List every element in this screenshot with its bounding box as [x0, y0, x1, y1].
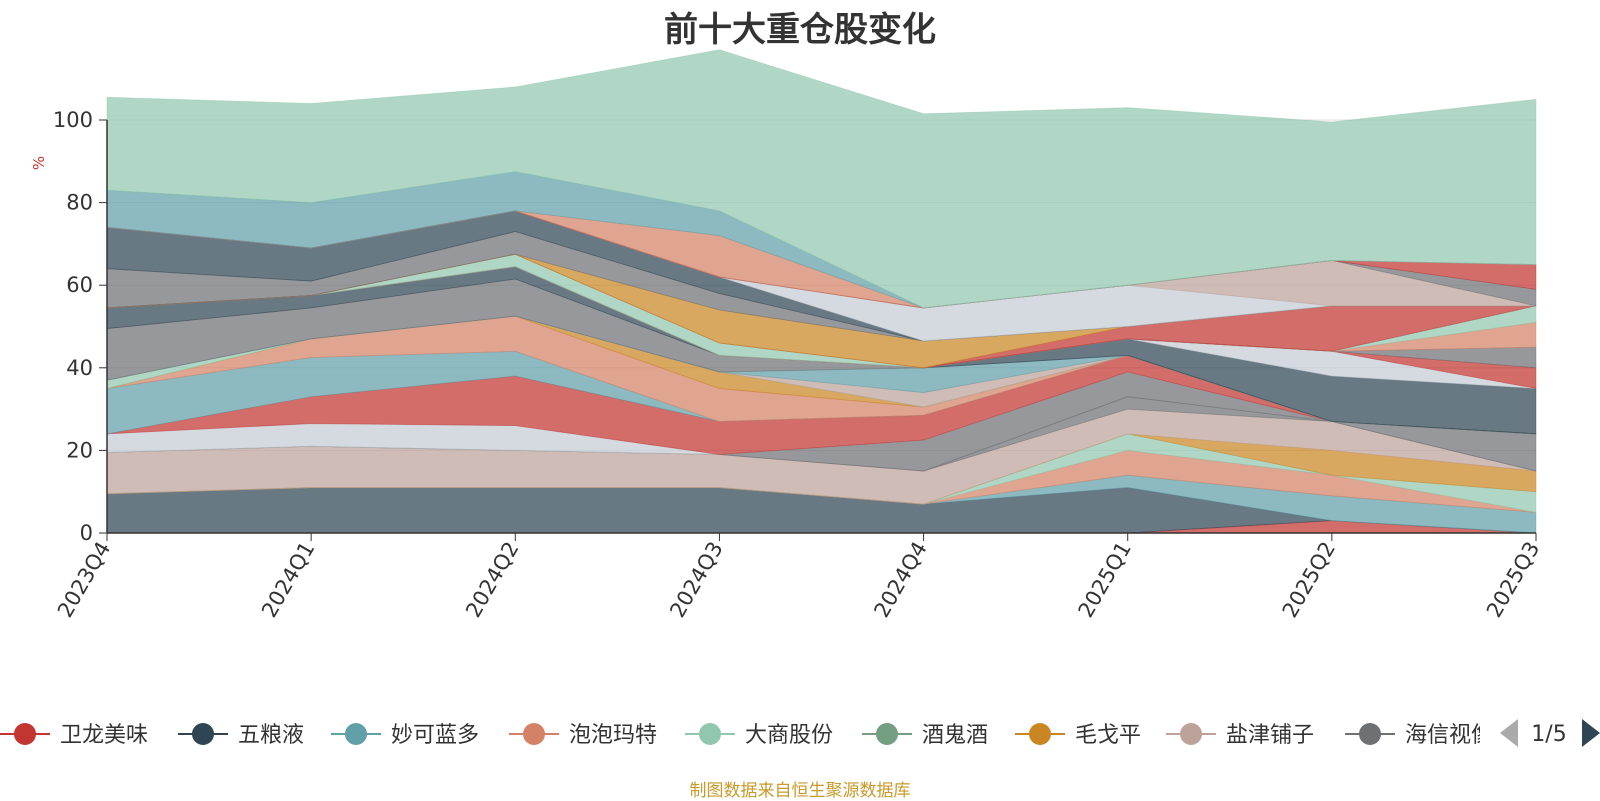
legend-label: 卫龙美味 — [60, 723, 148, 748]
legend-label: 毛戈平 — [1075, 723, 1141, 748]
legend-item[interactable]: 盐津铺子 — [1166, 723, 1314, 748]
x-tick-label: 2024Q4 — [869, 538, 931, 622]
legend-item[interactable]: 卫龙美味 — [0, 723, 148, 748]
legend-item[interactable]: 毛戈平 — [1015, 723, 1141, 748]
area-series — [106, 49, 1537, 534]
legend-marker-icon — [699, 723, 721, 745]
legend-item[interactable]: 妙可蓝多 — [331, 723, 479, 748]
legend-marker-icon — [876, 723, 898, 745]
legend-marker-icon — [1180, 723, 1202, 745]
x-tick-label: 2025Q1 — [1074, 538, 1136, 622]
legend-label: 妙可蓝多 — [391, 723, 479, 748]
x-tick-label: 2025Q2 — [1278, 538, 1340, 622]
x-tick-label: 2023Q4 — [53, 538, 115, 622]
y-tick-label: 80 — [66, 191, 93, 215]
legend-marker-icon — [192, 723, 214, 745]
y-tick-labels: 0 20 40 60 80 100 — [53, 108, 107, 545]
x-tick-label: 2024Q1 — [257, 538, 319, 622]
y-tick-label: 40 — [66, 356, 93, 380]
legend-item[interactable]: 泡泡玛特 — [509, 723, 657, 748]
legend: 卫龙美味 五粮液 妙可蓝多 泡泡玛特 大商股份 酒鬼酒 毛戈平 盐津铺子 海信视像 1/5 — [0, 719, 1600, 748]
legend-label: 酒鬼酒 — [922, 723, 988, 748]
y-tick-label: 0 — [80, 521, 93, 545]
legend-label: 五粮液 — [238, 723, 304, 748]
chart-title: 前十大重仓股变化 — [664, 10, 936, 50]
legend-label: 泡泡玛特 — [569, 723, 657, 748]
legend-page-indicator: 1/5 — [1531, 722, 1566, 747]
legend-item[interactable]: 大商股份 — [685, 723, 833, 748]
y-axis-unit: % — [30, 156, 48, 170]
y-tick-label: 100 — [53, 108, 93, 132]
x-tick-label: 2024Q3 — [665, 538, 727, 622]
legend-marker-icon — [14, 723, 36, 745]
legend-marker-icon — [345, 723, 367, 745]
legend-item[interactable]: 酒鬼酒 — [862, 723, 988, 748]
legend-prev-arrow-icon[interactable] — [1500, 719, 1518, 747]
legend-item[interactable]: 海信视像 — [1345, 723, 1493, 748]
legend-marker-icon — [1029, 723, 1051, 745]
axes — [106, 120, 1536, 534]
x-tick-labels: 2023Q4 2024Q1 2024Q2 2024Q3 2024Q4 2025Q1 2025… — [53, 533, 1544, 622]
legend-label: 盐津铺子 — [1226, 723, 1314, 748]
source-note: 制图数据来自恒生聚源数据库 — [689, 781, 911, 801]
legend-item[interactable]: 五粮液 — [178, 723, 304, 748]
y-tick-label: 20 — [66, 438, 93, 462]
legend-marker-icon — [523, 723, 545, 745]
y-tick-label: 60 — [66, 273, 93, 297]
legend-label: 大商股份 — [745, 723, 833, 748]
x-tick-label: 2024Q2 — [461, 538, 523, 622]
legend-next-arrow-icon[interactable] — [1582, 719, 1600, 747]
legend-marker-icon — [1359, 723, 1381, 745]
x-tick-label: 2025Q3 — [1482, 538, 1544, 622]
legend-label: 海信视像 — [1405, 723, 1493, 748]
area-layer-38 — [106, 49, 1537, 309]
